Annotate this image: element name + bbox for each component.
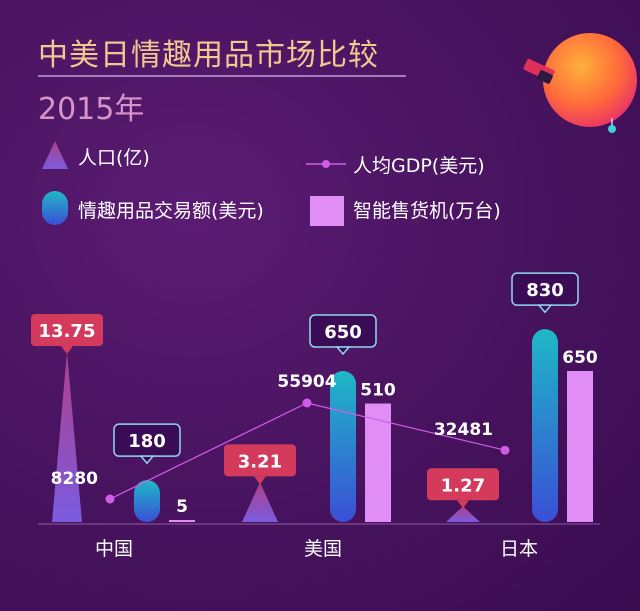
gdp-point [500,445,510,455]
legend-bar-icon [310,196,344,226]
vending-label: 650 [562,348,598,368]
category-label: 美国 [304,538,342,560]
category-label: 中国 [95,538,133,560]
callout-pointer [61,346,73,354]
gdp-label: 55904 [277,372,336,392]
legend-label-gdp: 人均GDP(美元) [353,155,485,177]
population-label: 13.75 [39,321,96,342]
population-label: 3.21 [238,451,282,472]
category-label: 日本 [500,538,538,560]
gdp-point [302,398,312,408]
gdp-label: 32481 [434,420,493,440]
legend-capsule-icon [42,191,68,225]
population-triangle [52,352,82,522]
callout-pointer [457,500,469,509]
trade-label: 180 [128,431,166,452]
legend-triangle-icon [42,141,68,169]
chart-subtitle: 2015年 [38,92,145,127]
legend-label-trade: 情趣用品交易额(美元) [78,200,264,222]
callout-pointer [537,304,553,314]
gdp-point [105,494,115,504]
vending-bar [169,520,195,522]
vending-label: 510 [360,381,396,401]
population-callout [31,314,103,346]
gdp-label: 8280 [51,469,98,489]
population-label: 1.27 [441,475,485,496]
vending-bar [567,371,593,522]
decorative-sun-icon [523,33,637,133]
chart-title: 中美日情趣用品市场比较 [38,38,379,73]
trade-capsule [532,329,558,522]
population-callout [224,444,296,477]
title-divider [38,75,406,77]
trade-capsule [134,480,160,522]
population-callout [427,468,499,501]
legend-trade [42,191,68,225]
callout-pointer [139,455,155,465]
legend-gdp [306,160,346,168]
trade-capsule [330,371,356,522]
legend-vending [310,196,344,226]
population-triangle [446,506,480,522]
trade-label: 830 [526,280,564,301]
legend-label-vending: 智能售货机(万台) [353,200,501,222]
vending-label: 5 [176,497,188,517]
legend-label-population: 人口(亿) [78,147,150,169]
legend-population [42,141,68,169]
vending-bar [365,403,391,522]
trade-label: 650 [324,322,362,343]
population-triangle [242,482,278,522]
callout-pointer [335,346,351,356]
callout-pointer [254,476,266,485]
